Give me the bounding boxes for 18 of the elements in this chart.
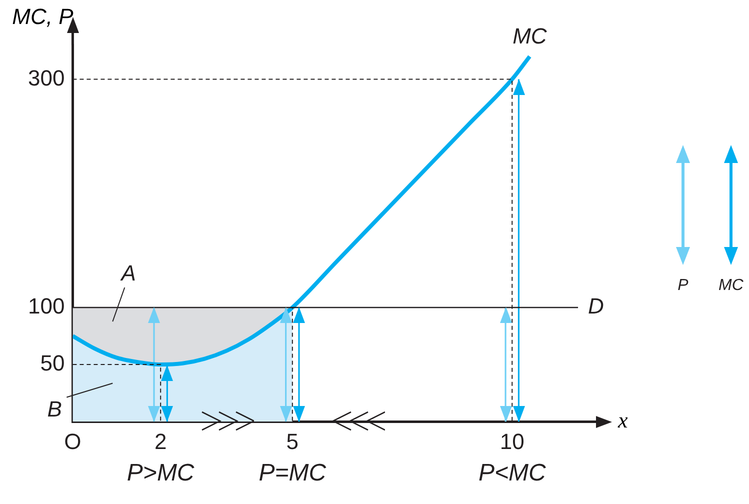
x-tick-label: O (64, 428, 82, 454)
x-tick-label: 5 (286, 428, 299, 454)
y-tick-label: 50 (40, 350, 65, 376)
x-tick-label: 2 (154, 428, 167, 454)
x-axis-title: x (617, 407, 628, 432)
y-tick-label: 300 (28, 65, 65, 90)
series-label: D (588, 294, 604, 319)
series-label: MC (512, 24, 547, 49)
legend-label: P (678, 277, 688, 295)
text: P=MC (258, 459, 327, 486)
text: B (47, 396, 62, 422)
text: P>MC (126, 459, 195, 486)
x-tick-label: 10 (500, 428, 524, 454)
annotation: A (119, 260, 136, 286)
legend-label: MC (718, 277, 744, 295)
y-tick-label: 100 (28, 294, 65, 319)
text: P<MC (478, 459, 546, 486)
y-axis-title: MC, P (12, 4, 74, 30)
